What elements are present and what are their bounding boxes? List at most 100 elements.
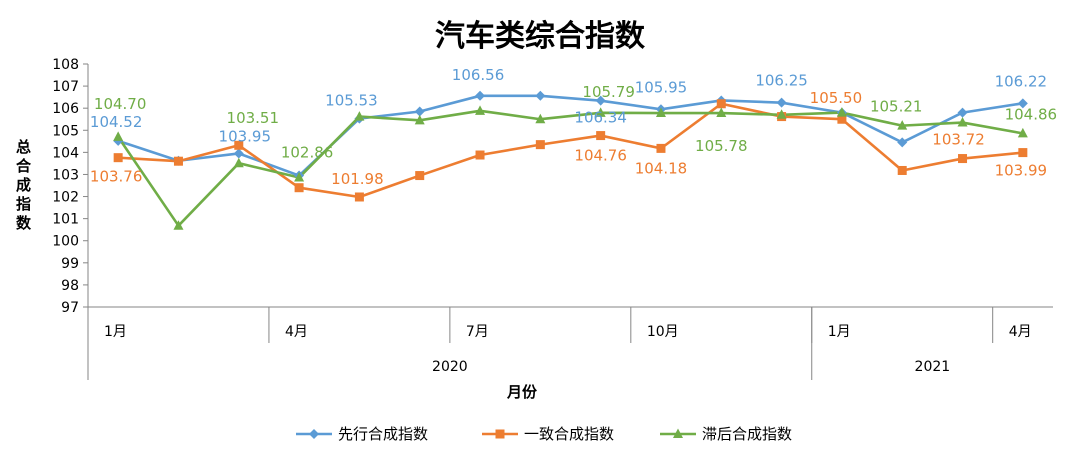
y-tick-label: 99: [61, 256, 79, 272]
data-label: 106.22: [995, 72, 1048, 90]
series-point: [958, 154, 968, 164]
data-label: 105.53: [325, 92, 378, 110]
series-point: [113, 153, 123, 163]
y-tick-label: 101: [52, 212, 79, 228]
y-tick-label: 103: [52, 167, 79, 183]
x-tick-label: 4月: [1009, 324, 1032, 340]
series-point: [716, 107, 727, 118]
series-point: [173, 156, 183, 166]
series-point: [596, 131, 606, 141]
data-label: 103.72: [932, 131, 985, 149]
legend-label: 一致合成指数: [524, 425, 614, 443]
data-label: 105.50: [810, 89, 863, 107]
series-point: [957, 107, 968, 118]
data-label: 105.78: [695, 137, 748, 155]
x-tick-label: 1月: [828, 324, 851, 340]
series-point: [837, 114, 847, 124]
x-tick-label: 4月: [285, 324, 308, 340]
year-label: 2021: [915, 359, 951, 375]
x-axis-label: 月份: [506, 383, 538, 401]
series-point: [897, 137, 908, 148]
series-point: [595, 95, 606, 106]
series-point: [836, 107, 847, 117]
series-point: [173, 220, 184, 230]
series-point: [113, 131, 124, 141]
series-point: [234, 140, 244, 150]
data-label: 103.76: [90, 168, 143, 186]
y-tick-label: 97: [61, 300, 79, 316]
series-point: [535, 113, 546, 124]
data-label: 104.76: [574, 147, 627, 165]
series-line: [117, 94, 1024, 177]
year-label: 2020: [432, 359, 468, 375]
data-label: 106.34: [574, 109, 627, 127]
series-point: [957, 117, 968, 127]
series-point: [1017, 98, 1028, 109]
series-point: [233, 157, 244, 168]
axes: 97 98 99 100 101 102 103 104 105 106 107 108 1月 4月 7月 1…: [52, 57, 1053, 380]
data-label: 103.95: [219, 127, 272, 145]
x-tick-label: 10月: [647, 324, 679, 340]
legend-marker: [673, 428, 683, 438]
data-label: 104.86: [1005, 105, 1058, 123]
series-point: [233, 148, 244, 159]
series-point: [897, 165, 907, 175]
series-point: [475, 150, 485, 160]
legend-marker: [495, 429, 505, 439]
data-label: 104.52: [90, 113, 143, 131]
series-markers: [113, 90, 1028, 230]
series-point: [776, 109, 787, 119]
series-point: [535, 140, 545, 150]
series-point: [776, 97, 787, 108]
series-line: [118, 102, 1023, 199]
series-point: [656, 143, 666, 153]
series-point: [1017, 127, 1028, 138]
series-point: [294, 183, 304, 193]
y-tick-label: 100: [52, 234, 79, 250]
legend[interactable]: 先行合成指数 一致合成指数 滞后合成指数: [296, 425, 792, 443]
y-axis-label: 总合成指数: [15, 138, 32, 232]
data-label: 105.79: [582, 83, 635, 101]
x-tick-label: 7月: [466, 324, 489, 340]
series-point: [897, 120, 908, 130]
series-point: [354, 111, 365, 121]
data-label: 105.95: [635, 78, 688, 96]
series-lines: [117, 94, 1024, 228]
series-point: [294, 172, 305, 182]
legend-marker: [309, 429, 319, 439]
series-point: [535, 90, 546, 101]
data-label: 101.98: [331, 170, 384, 188]
series-point: [475, 105, 486, 115]
series-point: [1018, 148, 1028, 158]
x-tick-label: 1月: [104, 324, 127, 340]
y-tick-label: 104: [52, 145, 79, 161]
chart-title: 汽车类综合指数: [435, 19, 646, 54]
data-label: 102.86: [281, 144, 334, 162]
legend-item[interactable]: 一致合成指数: [482, 425, 614, 443]
legend-label: 先行合成指数: [338, 425, 428, 443]
series-point: [716, 99, 726, 109]
series-point: [415, 171, 425, 181]
data-label: 103.51: [227, 109, 280, 127]
y-tick-label: 107: [52, 79, 79, 95]
y-tick-label: 105: [52, 123, 79, 139]
y-tick-label: 106: [52, 101, 79, 117]
series-point: [354, 192, 364, 202]
series-point: [595, 107, 606, 117]
data-label: 104.70: [94, 95, 147, 113]
series-point: [414, 106, 425, 117]
data-label: 103.99: [995, 162, 1048, 180]
data-labels: 104.52 103.95 105.53 106.56 106.34 105.95 106.…: [90, 66, 1057, 188]
data-label: 104.18: [635, 159, 688, 177]
series-point: [655, 107, 666, 118]
y-tick-label: 108: [52, 57, 79, 73]
data-label: 105.21: [870, 98, 923, 116]
data-label: 106.25: [755, 72, 808, 90]
legend-item[interactable]: 先行合成指数: [296, 425, 428, 443]
data-label: 106.56: [452, 66, 505, 84]
y-tick-label: 102: [52, 190, 79, 206]
series-point: [475, 90, 486, 101]
legend-item[interactable]: 滞后合成指数: [660, 425, 792, 443]
legend-label: 滞后合成指数: [702, 425, 792, 443]
